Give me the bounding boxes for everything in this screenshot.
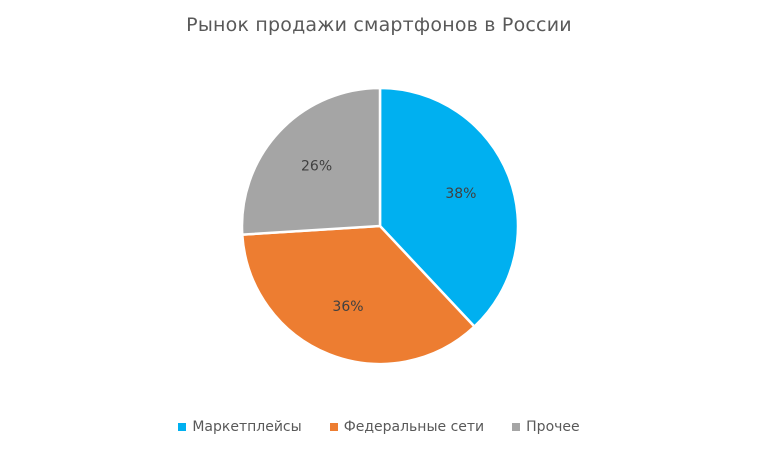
legend-label: Федеральные сети <box>343 419 485 435</box>
chart-title: Рынок продажи смартфонов в России <box>186 14 572 36</box>
pie-slice-other <box>240 86 382 236</box>
legend-swatch <box>329 423 338 431</box>
data-label-federal-chains: 36% <box>332 299 363 315</box>
pie-slices <box>240 86 520 366</box>
chart-legend: Маркетплейсы Федеральные сети Прочее <box>0 419 758 435</box>
legend-item-federal-chains: Федеральные сети <box>329 419 485 435</box>
pie-slice-marketplaces <box>378 86 520 328</box>
pie-data-labels: 38% 36% 26% <box>301 158 476 314</box>
pie-slice-federal-chains <box>241 224 476 366</box>
legend-item-other: Прочее <box>512 419 580 435</box>
legend-swatch <box>512 423 521 431</box>
legend-label: Прочее <box>526 419 580 435</box>
legend-swatch <box>178 423 187 431</box>
legend-label: Маркетплейсы <box>192 419 302 435</box>
legend-item-marketplaces: Маркетплейсы <box>178 419 302 435</box>
data-label-other: 26% <box>301 158 332 174</box>
data-label-marketplaces: 38% <box>445 186 476 202</box>
